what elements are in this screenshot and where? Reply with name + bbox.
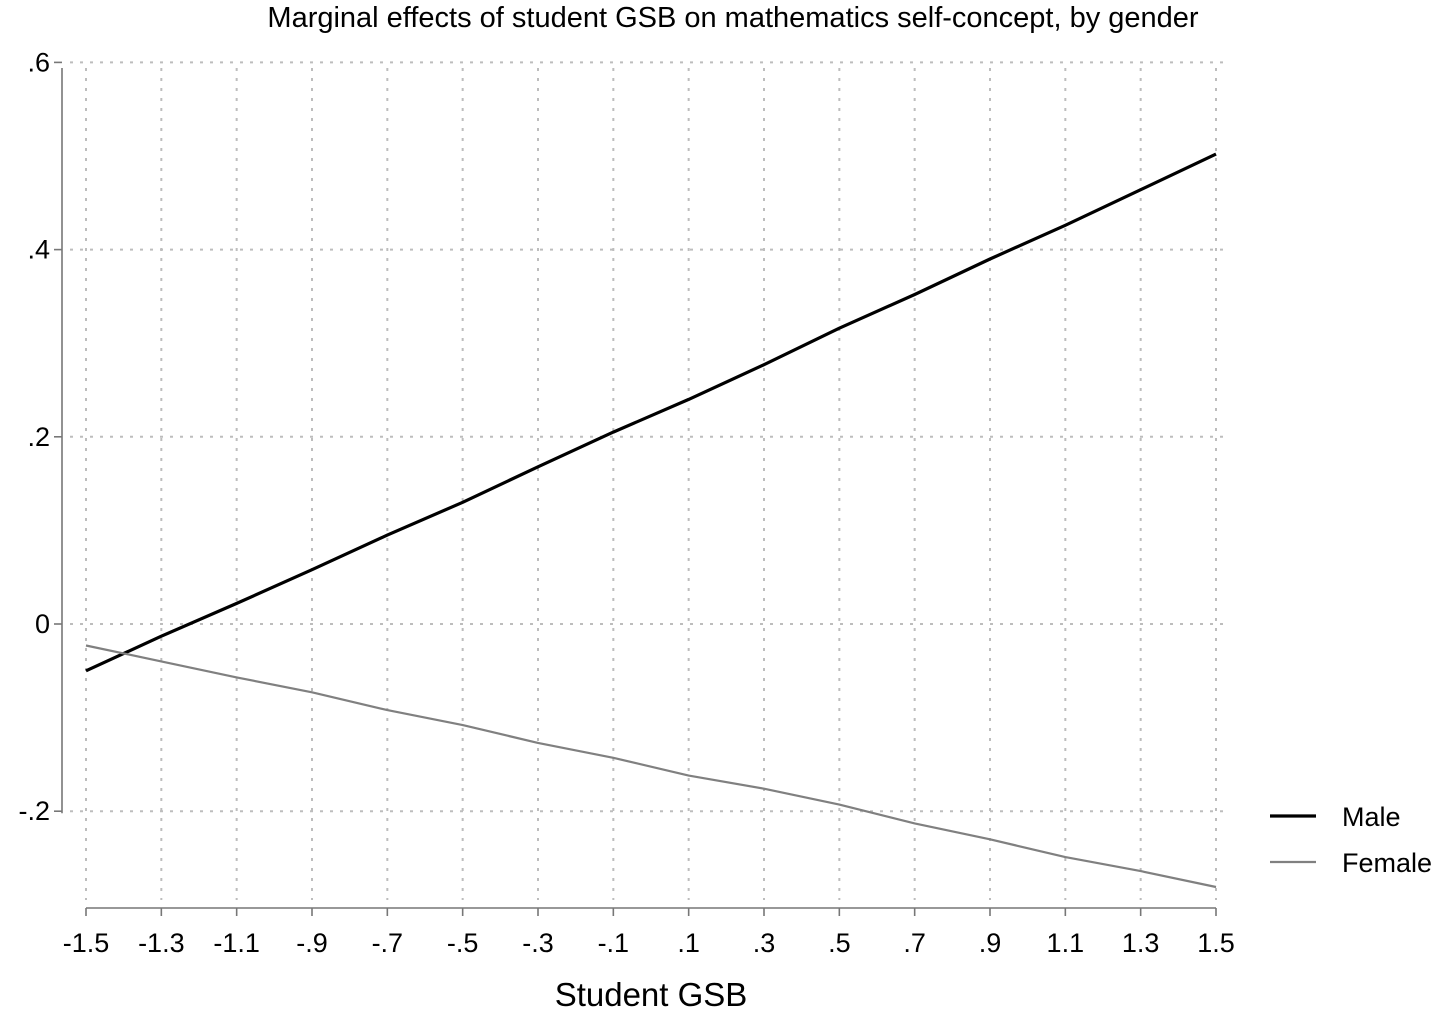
chart-title: Marginal effects of student GSB on mathe… bbox=[267, 2, 1199, 34]
x-tick-label-8: .1 bbox=[677, 928, 700, 958]
y-axis-ticks: -.2 0 .2 .4 .6 bbox=[18, 47, 62, 826]
x-tick-label-1: -1.3 bbox=[138, 928, 185, 958]
y-tick-label-3: .4 bbox=[27, 235, 50, 265]
x-axis-ticks: -1.5 -1.3 -1.1 -.9 -.7 -.5 -.3 -.1 .1 .3 .5 .7 .9 1.1… bbox=[63, 908, 1235, 958]
x-tick-label-7: -.1 bbox=[598, 928, 630, 958]
x-tick-label-11: .7 bbox=[903, 928, 926, 958]
x-axis-title: Student GSB bbox=[555, 976, 748, 1012]
x-tick-label-14: 1.3 bbox=[1122, 928, 1160, 958]
x-tick-label-6: -.3 bbox=[522, 928, 554, 958]
legend-label-female: Female bbox=[1342, 848, 1432, 878]
x-tick-label-5: -.5 bbox=[447, 928, 479, 958]
x-tick-label-13: 1.1 bbox=[1047, 928, 1085, 958]
grid bbox=[70, 61, 1226, 900]
y-tick-label-1: 0 bbox=[35, 609, 50, 639]
x-tick-label-4: -.7 bbox=[372, 928, 404, 958]
x-tick-label-10: .5 bbox=[828, 928, 851, 958]
x-tick-label-15: 1.5 bbox=[1197, 928, 1235, 958]
y-tick-label-4: .6 bbox=[27, 47, 50, 77]
y-tick-label-0: -.2 bbox=[18, 796, 50, 826]
legend: Male Female bbox=[1270, 802, 1432, 878]
x-tick-label-12: .9 bbox=[979, 928, 1002, 958]
legend-label-male: Male bbox=[1342, 802, 1401, 832]
series-line-male bbox=[85, 152, 1217, 673]
x-tick-label-3: -.9 bbox=[296, 928, 328, 958]
series-layer bbox=[85, 152, 1217, 889]
series-line-female bbox=[85, 644, 1217, 889]
x-tick-label-0: -1.5 bbox=[63, 928, 110, 958]
y-tick-label-2: .2 bbox=[27, 422, 50, 452]
x-tick-label-9: .3 bbox=[753, 928, 776, 958]
x-tick-label-2: -1.1 bbox=[213, 928, 260, 958]
